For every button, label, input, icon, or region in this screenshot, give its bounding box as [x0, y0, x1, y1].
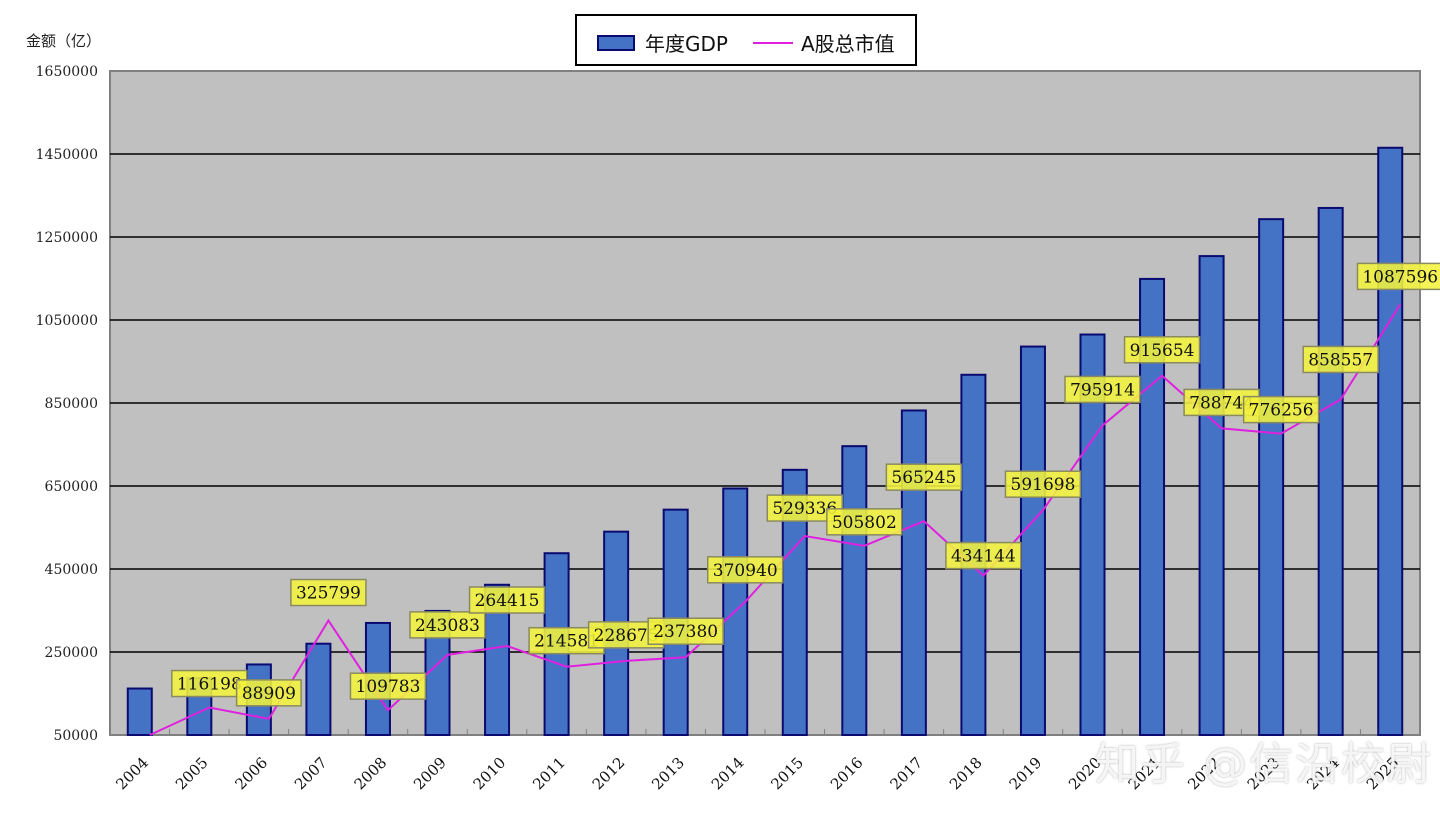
data-label-box — [706, 556, 784, 584]
data-label-box — [1004, 470, 1082, 498]
data-label-box — [885, 463, 963, 491]
data-label: 565245 — [891, 468, 956, 488]
x-tick-label: 2013 — [648, 754, 688, 794]
data-label: 214581 — [534, 632, 599, 652]
data-label: 370940 — [713, 561, 778, 581]
watermark: 知乎 @信沿校尉 — [1095, 739, 1433, 790]
data-label: 243083 — [415, 616, 480, 636]
x-tick-label: 2014 — [708, 754, 748, 794]
data-label-box — [290, 578, 367, 607]
bar-swatch-icon — [597, 34, 635, 51]
data-label: 529336 — [772, 499, 837, 519]
x-tick-label: 2011 — [529, 754, 569, 794]
data-label-box — [235, 679, 302, 707]
data-label-box — [826, 508, 903, 536]
data-label: 264415 — [475, 591, 540, 611]
data-label: 1087596 — [1362, 267, 1438, 287]
data-label-box — [1123, 336, 1201, 364]
data-label: 434144 — [951, 547, 1016, 567]
x-tick-label: 2018 — [946, 754, 986, 794]
gdp-bar — [1198, 255, 1225, 736]
legend: 年度GDP A股总市值 — [575, 14, 917, 66]
data-label: 88909 — [242, 684, 296, 704]
data-label-box — [1356, 262, 1440, 291]
data-label: 325799 — [296, 584, 361, 604]
line-swatch-icon — [753, 41, 793, 44]
x-tick-label: 2005 — [172, 754, 212, 794]
data-label-box — [1064, 375, 1141, 404]
gdp-bar — [1377, 146, 1404, 736]
y-tick-label: 1450000 — [36, 147, 98, 163]
x-tick-label: 2017 — [886, 754, 926, 794]
x-tick-label: 2015 — [767, 754, 807, 794]
data-label-box — [1302, 345, 1379, 374]
legend-label-market-cap: A股总市值 — [801, 32, 895, 56]
legend-label-gdp: 年度GDP — [645, 32, 728, 56]
data-label-box — [171, 669, 248, 698]
x-tick-label: 2008 — [351, 754, 391, 794]
data-label-box — [647, 617, 724, 645]
data-label: 237380 — [653, 622, 718, 642]
x-tick-label: 2006 — [231, 754, 271, 794]
y-tick-label: 1050000 — [36, 313, 98, 329]
gdp-bar — [126, 687, 153, 737]
y-tick-label: 450000 — [45, 562, 98, 578]
data-label-box — [468, 586, 546, 614]
x-tick-label: 2010 — [470, 754, 510, 794]
data-label: 591698 — [1011, 475, 1076, 495]
data-label: 795914 — [1070, 380, 1135, 400]
y-tick-label: 1250000 — [36, 230, 98, 246]
gdp-bar — [305, 642, 332, 737]
y-tick-label: 650000 — [45, 479, 98, 495]
x-tick-label: 2009 — [410, 754, 450, 794]
y-tick-label: 850000 — [45, 396, 98, 412]
x-tick-label: 2004 — [112, 754, 152, 794]
gdp-bar — [1258, 218, 1285, 736]
gdp-bar — [900, 409, 927, 736]
legend-item-market-cap: A股总市值 — [753, 28, 895, 57]
y-tick-label: 1650000 — [36, 64, 98, 80]
data-label-box — [1242, 395, 1320, 424]
data-label-box — [945, 541, 1022, 570]
data-label: 915654 — [1130, 341, 1195, 361]
x-tick-label: 2007 — [291, 754, 331, 794]
data-label: 858557 — [1308, 350, 1373, 370]
data-label: 505802 — [832, 513, 897, 533]
data-label: 109783 — [356, 677, 421, 697]
gdp-bar — [1317, 206, 1344, 736]
y-tick-label: 50000 — [53, 728, 98, 744]
data-label: 228675 — [594, 626, 659, 646]
data-label: 776256 — [1249, 401, 1314, 421]
data-label: 116198 — [177, 675, 242, 695]
x-tick-label: 2019 — [1006, 754, 1046, 794]
x-tick-label: 2016 — [827, 754, 867, 794]
gdp-bar — [841, 445, 868, 736]
data-label-box — [409, 611, 486, 639]
data-label-box — [349, 672, 427, 700]
y-tick-label: 250000 — [45, 645, 98, 661]
gdp-bar — [1019, 345, 1046, 736]
legend-item-gdp: 年度GDP — [597, 28, 728, 57]
y-axis-unit-label: 金额（亿） — [26, 32, 102, 50]
data-label: 788744 — [1189, 393, 1254, 413]
x-tick-label: 2012 — [589, 754, 629, 794]
